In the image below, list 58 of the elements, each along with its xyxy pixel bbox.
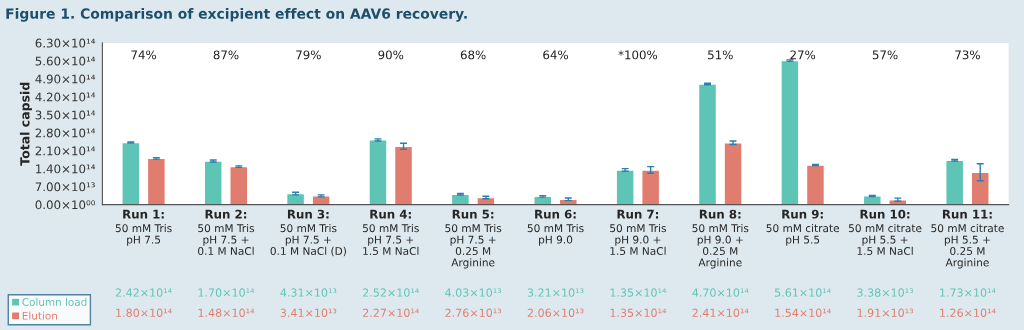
x-tick-label: Run 2: 50 mM Tris pH 7.5 + 0.1 M NaCl [198,209,255,256]
y-tick-label: 2.10×10¹⁴ [35,146,96,156]
data-label: 1.26×10¹⁴ [940,308,996,317]
data-label: 1.35×10¹⁴ [610,308,667,317]
y-tick-label: 2.80×10¹⁴ [35,128,96,138]
annotation: 79% [296,50,321,60]
x-tick-label: Run 3: 50 mM Tris pH 7.5 + 0.1 M NaCl (D) [270,209,346,257]
y-tick-label: 4.20×10¹⁴ [35,92,96,102]
data-label: 4.03×10¹³ [445,288,502,297]
x-tick-label: Run 5: 50 mM Tris pH 7.5 + 0.25 M Arginine [445,209,502,269]
data-label: 2.76×10¹³ [445,308,502,317]
data-label: 4.31×10¹³ [280,288,337,297]
x-tick-label: Run 9: 50 mM citrate pH 5.5 [766,209,840,246]
y-tick-label: 5.60×10¹⁴ [35,56,96,66]
x-tick-label: Run 6: 50 mM Tris pH 9.0 [527,209,584,246]
data-label: 2.52×10¹⁴ [363,288,419,297]
annotation: 57% [872,50,898,60]
annotation: 87% [213,50,239,60]
x-tick-label: Run 8: 50 mM Tris pH 9.0 + 0.25 M Arginine [692,209,749,269]
annotation: 27% [790,50,816,60]
annotation: 73% [955,50,980,60]
data-label: 3.38×10¹³ [857,288,914,297]
data-label: 2.42×10¹⁴ [115,288,172,297]
x-tick-label: Run 11: 50 mM citrate pH 5.5 + 0.25 M Arginine [931,209,1004,269]
data-label: 1.91×10¹³ [857,308,914,317]
y-tick-label: 4.90×10¹⁴ [35,74,96,84]
chart-title: Figure 1. Comparison of excipient effect on AAV6 recovery. [6,8,467,22]
annotation: 64% [543,50,568,60]
data-label: 2.41×10¹⁴ [692,308,749,317]
data-label: 1.80×10¹⁴ [116,308,172,317]
data-label: 1.54×10¹⁴ [775,308,831,317]
data-label: 1.48×10¹⁴ [198,308,255,317]
data-label: 1.35×10¹⁴ [610,288,667,297]
data-label: 3.21×10¹³ [527,288,584,297]
y-tick-label: 7.00×10¹³ [35,182,95,192]
y-tick-label: 0.00×10⁰⁰ [35,200,96,210]
data-label: 2.06×10¹³ [527,308,584,317]
annotation: *100% [618,50,658,60]
x-tick-label: Run 10: 50 mM citrate pH 5.5 + 1.5 M NaCl [848,209,922,256]
annotation: 74% [131,50,157,60]
annotation: 90% [378,50,404,60]
annotation: 68% [460,50,486,60]
x-tick-label: Run 1: 50 mM Tris pH 7.5 [115,209,172,246]
x-tick-label: Run 7: 50 mM Tris pH 9.0 + 1.5 M NaCl [610,209,666,256]
annotation: 51% [708,50,733,60]
y-tick-label: 6.30×10¹⁴ [35,38,96,48]
data-label: 1.70×10¹⁴ [198,288,255,297]
y-axis-title: Total capsid [19,82,33,166]
x-tick-label: Run 4: 50 mM Tris pH 7.5 + 1.5 M NaCl [362,209,419,256]
y-tick-label: 3.50×10¹⁴ [35,110,96,120]
data-label: 4.70×10¹⁴ [692,288,749,297]
data-label: 3.41×10¹³ [280,308,337,317]
data-label: 2.27×10¹⁴ [363,308,419,317]
data-label: 5.61×10¹⁴ [774,288,831,297]
y-tick-label: 1.40×10¹⁴ [36,164,96,174]
legend-label: Column load [22,297,87,306]
data-label: 1.73×10¹⁴ [940,288,996,297]
legend-label: Elution [22,311,57,320]
